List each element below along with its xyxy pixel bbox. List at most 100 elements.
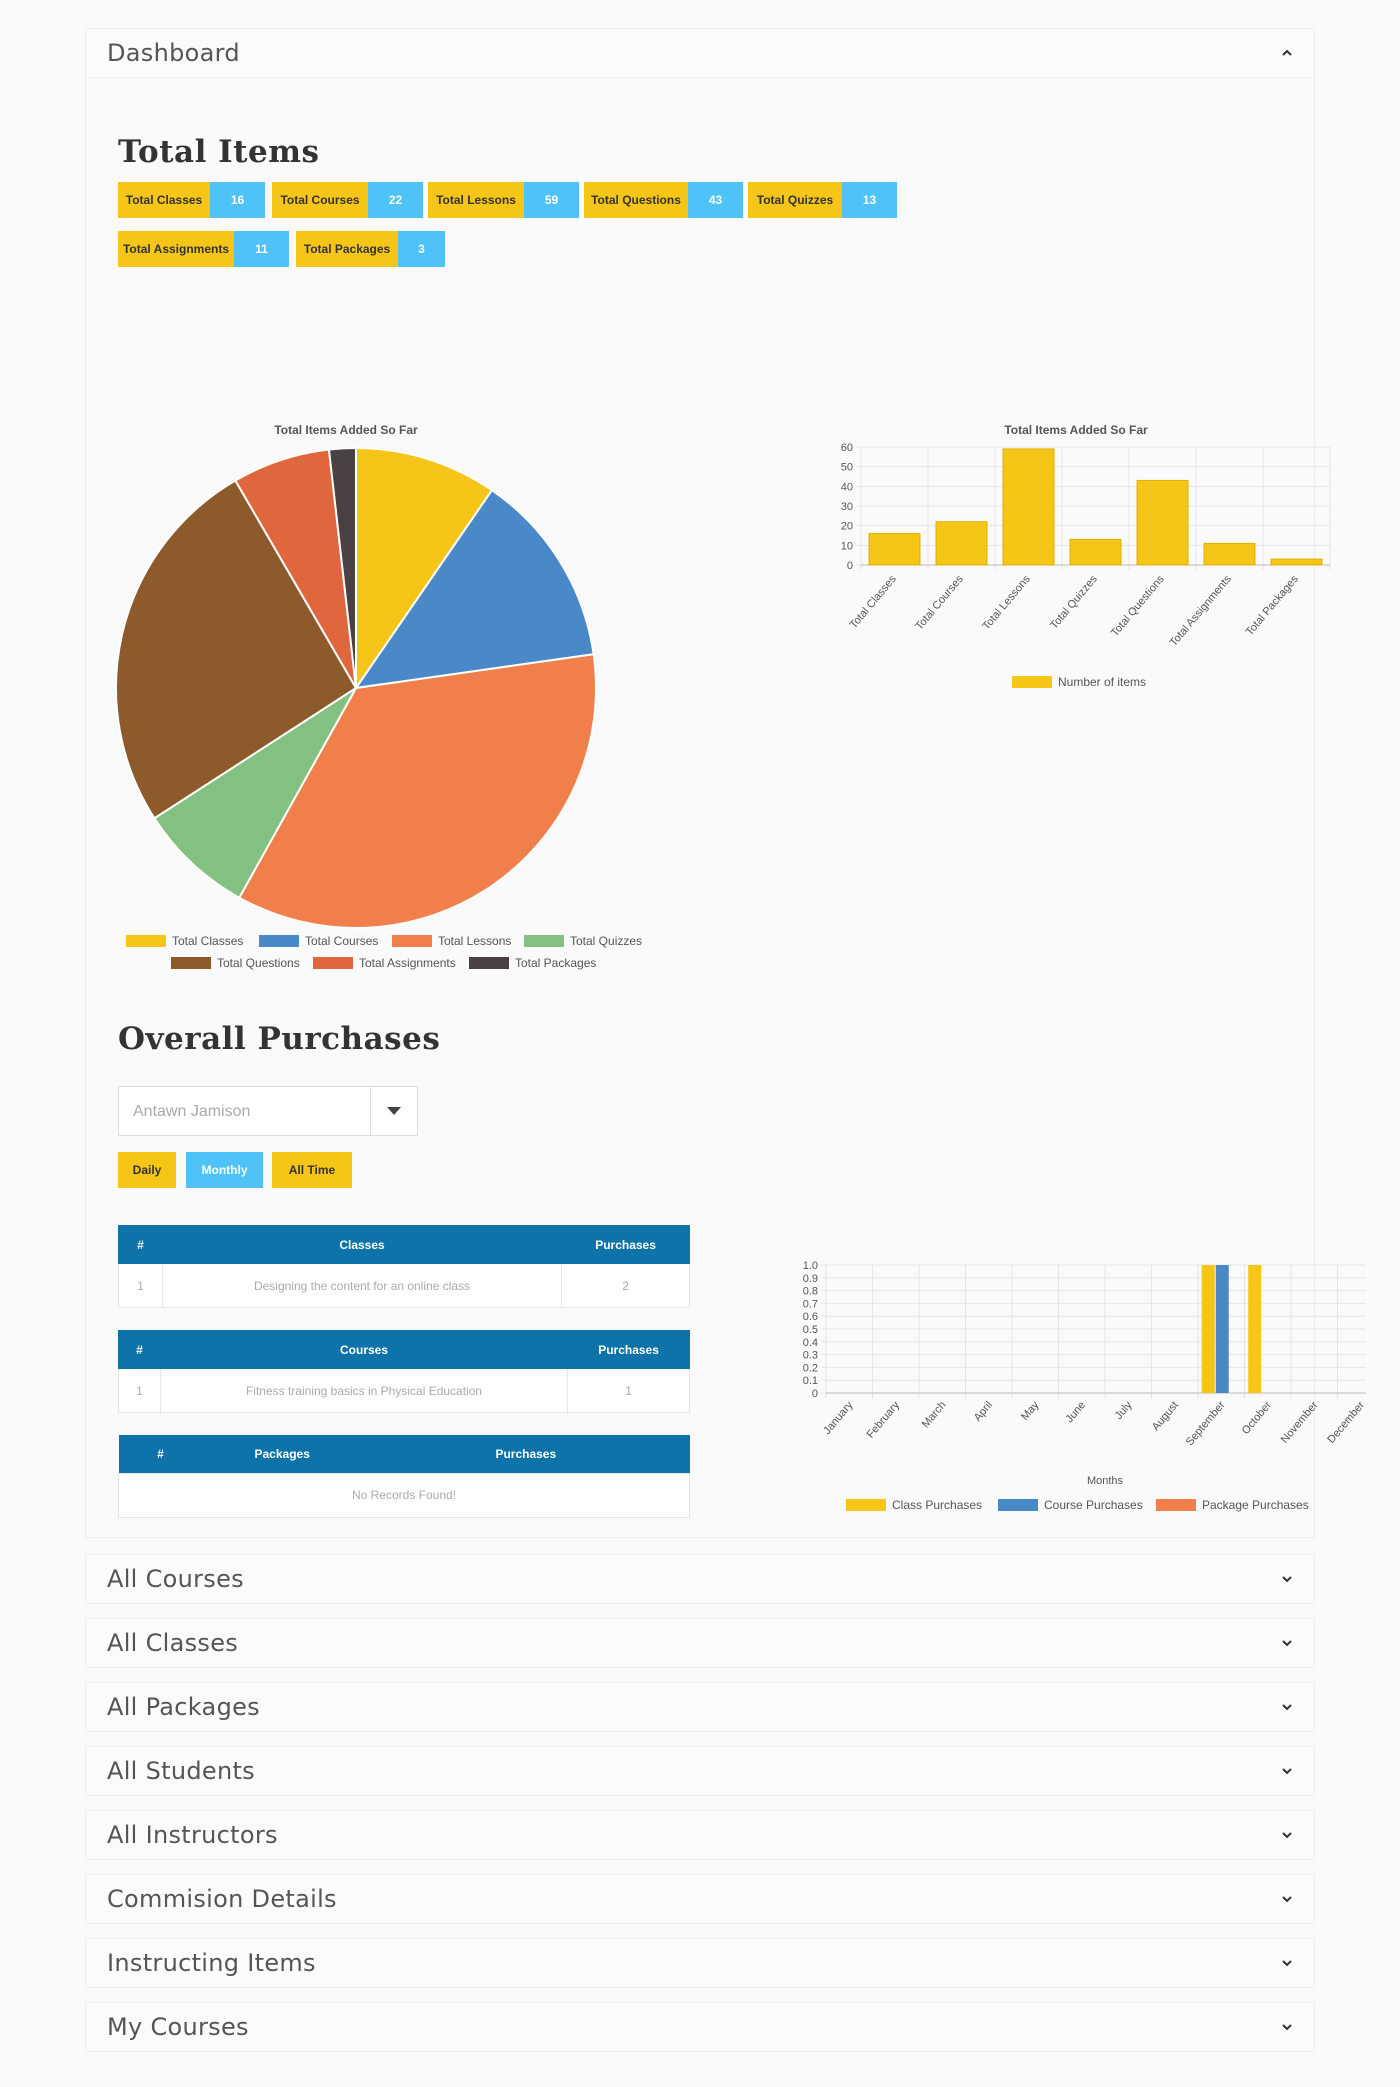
legend-swatch-package-purchases [1156, 1499, 1196, 1511]
bar-course-purchases-september [1215, 1265, 1229, 1393]
tile-count: 43 [688, 182, 743, 218]
accordion-all-students[interactable]: All Students [85, 1746, 1315, 1796]
pie-slice-total-packages [327, 446, 357, 689]
y-tick-label: 0.2 [803, 1362, 818, 1374]
tile-label: Total Classes [118, 182, 210, 218]
bar-total-lessons [1002, 448, 1055, 566]
x-tick-label: July [1113, 1399, 1135, 1422]
monthly-button[interactable]: Monthly [186, 1152, 263, 1188]
tile-label: Total Quizzes [748, 182, 842, 218]
tile-total-courses: Total Courses 22 [272, 182, 423, 218]
courses-table: # Courses Purchases 1 Fitness training b… [118, 1330, 690, 1413]
chevron-down-icon[interactable] [1280, 1572, 1294, 1586]
legend-swatch-total-questions [171, 957, 211, 969]
accordion-instructing-items[interactable]: Instructing Items [85, 1938, 1315, 1988]
chevron-down-icon[interactable] [1280, 1764, 1294, 1778]
row-purchases: 1 [567, 1368, 690, 1413]
tile-label: Total Lessons [428, 182, 524, 218]
bar-total-classes [868, 533, 921, 566]
x-tick-label: June [1064, 1399, 1089, 1425]
legend-label-total-packages: Total Packages [515, 956, 596, 970]
chevron-down-icon[interactable] [1280, 1892, 1294, 1906]
legend-swatch-total-courses [259, 935, 299, 947]
row-name: Designing the content for an online clas… [161, 1263, 563, 1308]
packages-table: # Packages Purchases No Records Found! [118, 1435, 690, 1518]
x-tick-label: Total Courses [913, 573, 966, 633]
tile-count: 13 [842, 182, 897, 218]
chevron-down-icon[interactable] [1280, 1636, 1294, 1650]
instructor-select[interactable]: Antawn Jamison [118, 1086, 418, 1136]
tile-total-quizzes: Total Quizzes 13 [748, 182, 897, 218]
accordion-all-courses[interactable]: All Courses [85, 1554, 1315, 1604]
accordion-commision-details[interactable]: Commision Details [85, 1874, 1315, 1924]
chevron-down-icon[interactable] [1280, 2020, 1294, 2034]
legend-swatch-course-purchases [998, 1499, 1038, 1511]
daily-button[interactable]: Daily [118, 1152, 176, 1188]
chevron-down-icon[interactable] [1280, 1956, 1294, 1970]
y-tick-label: 0.5 [803, 1324, 818, 1336]
pie-chart-title: Total Items Added So Far [274, 423, 418, 437]
col-packages: Packages [202, 1435, 363, 1473]
tile-count: 16 [210, 182, 265, 218]
x-tick-label: May [1019, 1399, 1042, 1423]
classes-table: # Classes Purchases 1 Designing the cont… [118, 1225, 690, 1308]
tile-label: Total Packages [296, 231, 398, 267]
x-tick-label: Total Quizzes [1048, 573, 1100, 632]
tile-label: Total Questions [584, 182, 688, 218]
chevron-up-icon[interactable] [1280, 46, 1294, 60]
dashboard-accordion-header[interactable]: Dashboard [85, 28, 1315, 78]
overall-purchases-title: Overall Purchases [118, 1021, 441, 1057]
pie-slice-total-lessons [237, 653, 597, 929]
tile-count: 22 [368, 182, 423, 218]
x-tick-label: Total Assignments [1168, 573, 1235, 649]
items-bar-chart: Total Items Added So Far 60 50 40 30 20 10 0 T… [841, 423, 1331, 689]
y-tick-label: 0.4 [803, 1337, 818, 1349]
col-courses: Courses [159, 1330, 569, 1369]
legend-label-total-quizzes: Total Quizzes [570, 934, 642, 948]
row-name: Fitness training basics in Physical Educ… [159, 1368, 569, 1413]
col-index: # [118, 1225, 163, 1264]
bar-total-courses [935, 521, 988, 566]
x-tick-label: April [972, 1399, 995, 1424]
legend-swatch-total-packages [469, 957, 509, 969]
chevron-down-icon[interactable] [1280, 1700, 1294, 1714]
table-row: No Records Found! [118, 1472, 690, 1518]
x-tick-label: January [821, 1399, 856, 1437]
x-tick-label: March [920, 1399, 949, 1430]
legend-swatch-total-assignments [313, 957, 353, 969]
accordion-my-courses[interactable]: My Courses [85, 2002, 1315, 2052]
dashboard-title: Dashboard [107, 39, 240, 67]
legend-label-number-of-items: Number of items [1058, 675, 1146, 689]
accordion-all-instructors[interactable]: All Instructors [85, 1810, 1315, 1860]
tile-label: Total Courses [272, 182, 368, 218]
y-tick-label: 40 [841, 481, 853, 493]
col-index: # [118, 1435, 203, 1473]
tile-total-packages: Total Packages 3 [296, 231, 445, 267]
caret-down-icon[interactable] [370, 1087, 417, 1135]
accordion-all-classes[interactable]: All Classes [85, 1618, 1315, 1668]
y-tick-label: 0.9 [803, 1273, 818, 1285]
row-purchases: 2 [561, 1263, 690, 1308]
legend-swatch-total-lessons [392, 935, 432, 947]
accordion-title: Commision Details [107, 1885, 337, 1913]
dashboard-panel: Dashboard Total Items Total Classes 16 T… [85, 28, 1366, 1538]
y-tick-label: 50 [841, 462, 853, 474]
accordion-title: My Courses [107, 2013, 249, 2041]
table-header-row: # Packages Purchases [118, 1435, 690, 1473]
all-time-button[interactable]: All Time [272, 1152, 352, 1188]
pie-slice-total-courses [353, 488, 595, 690]
accordion-all-packages[interactable]: All Packages [85, 1682, 1315, 1732]
pie-slice-total-quizzes [153, 687, 357, 900]
tile-total-lessons: Total Lessons 59 [428, 182, 579, 218]
x-tick-label: Total Lessons [980, 573, 1033, 633]
x-tick-label: November [1279, 1399, 1321, 1446]
tile-total-questions: Total Questions 43 [584, 182, 743, 218]
x-tick-label: August [1150, 1399, 1181, 1433]
dashboard-body: Total Items Total Classes 16 Total Cours… [85, 78, 1366, 1538]
no-records: No Records Found! [118, 1472, 690, 1518]
chevron-down-icon[interactable] [1280, 1828, 1294, 1842]
y-tick-label: 0 [847, 560, 853, 572]
col-purchases: Purchases [561, 1225, 690, 1264]
table-row: 1 Designing the content for an online cl… [118, 1263, 690, 1308]
accordion-title: All Classes [107, 1629, 239, 1657]
